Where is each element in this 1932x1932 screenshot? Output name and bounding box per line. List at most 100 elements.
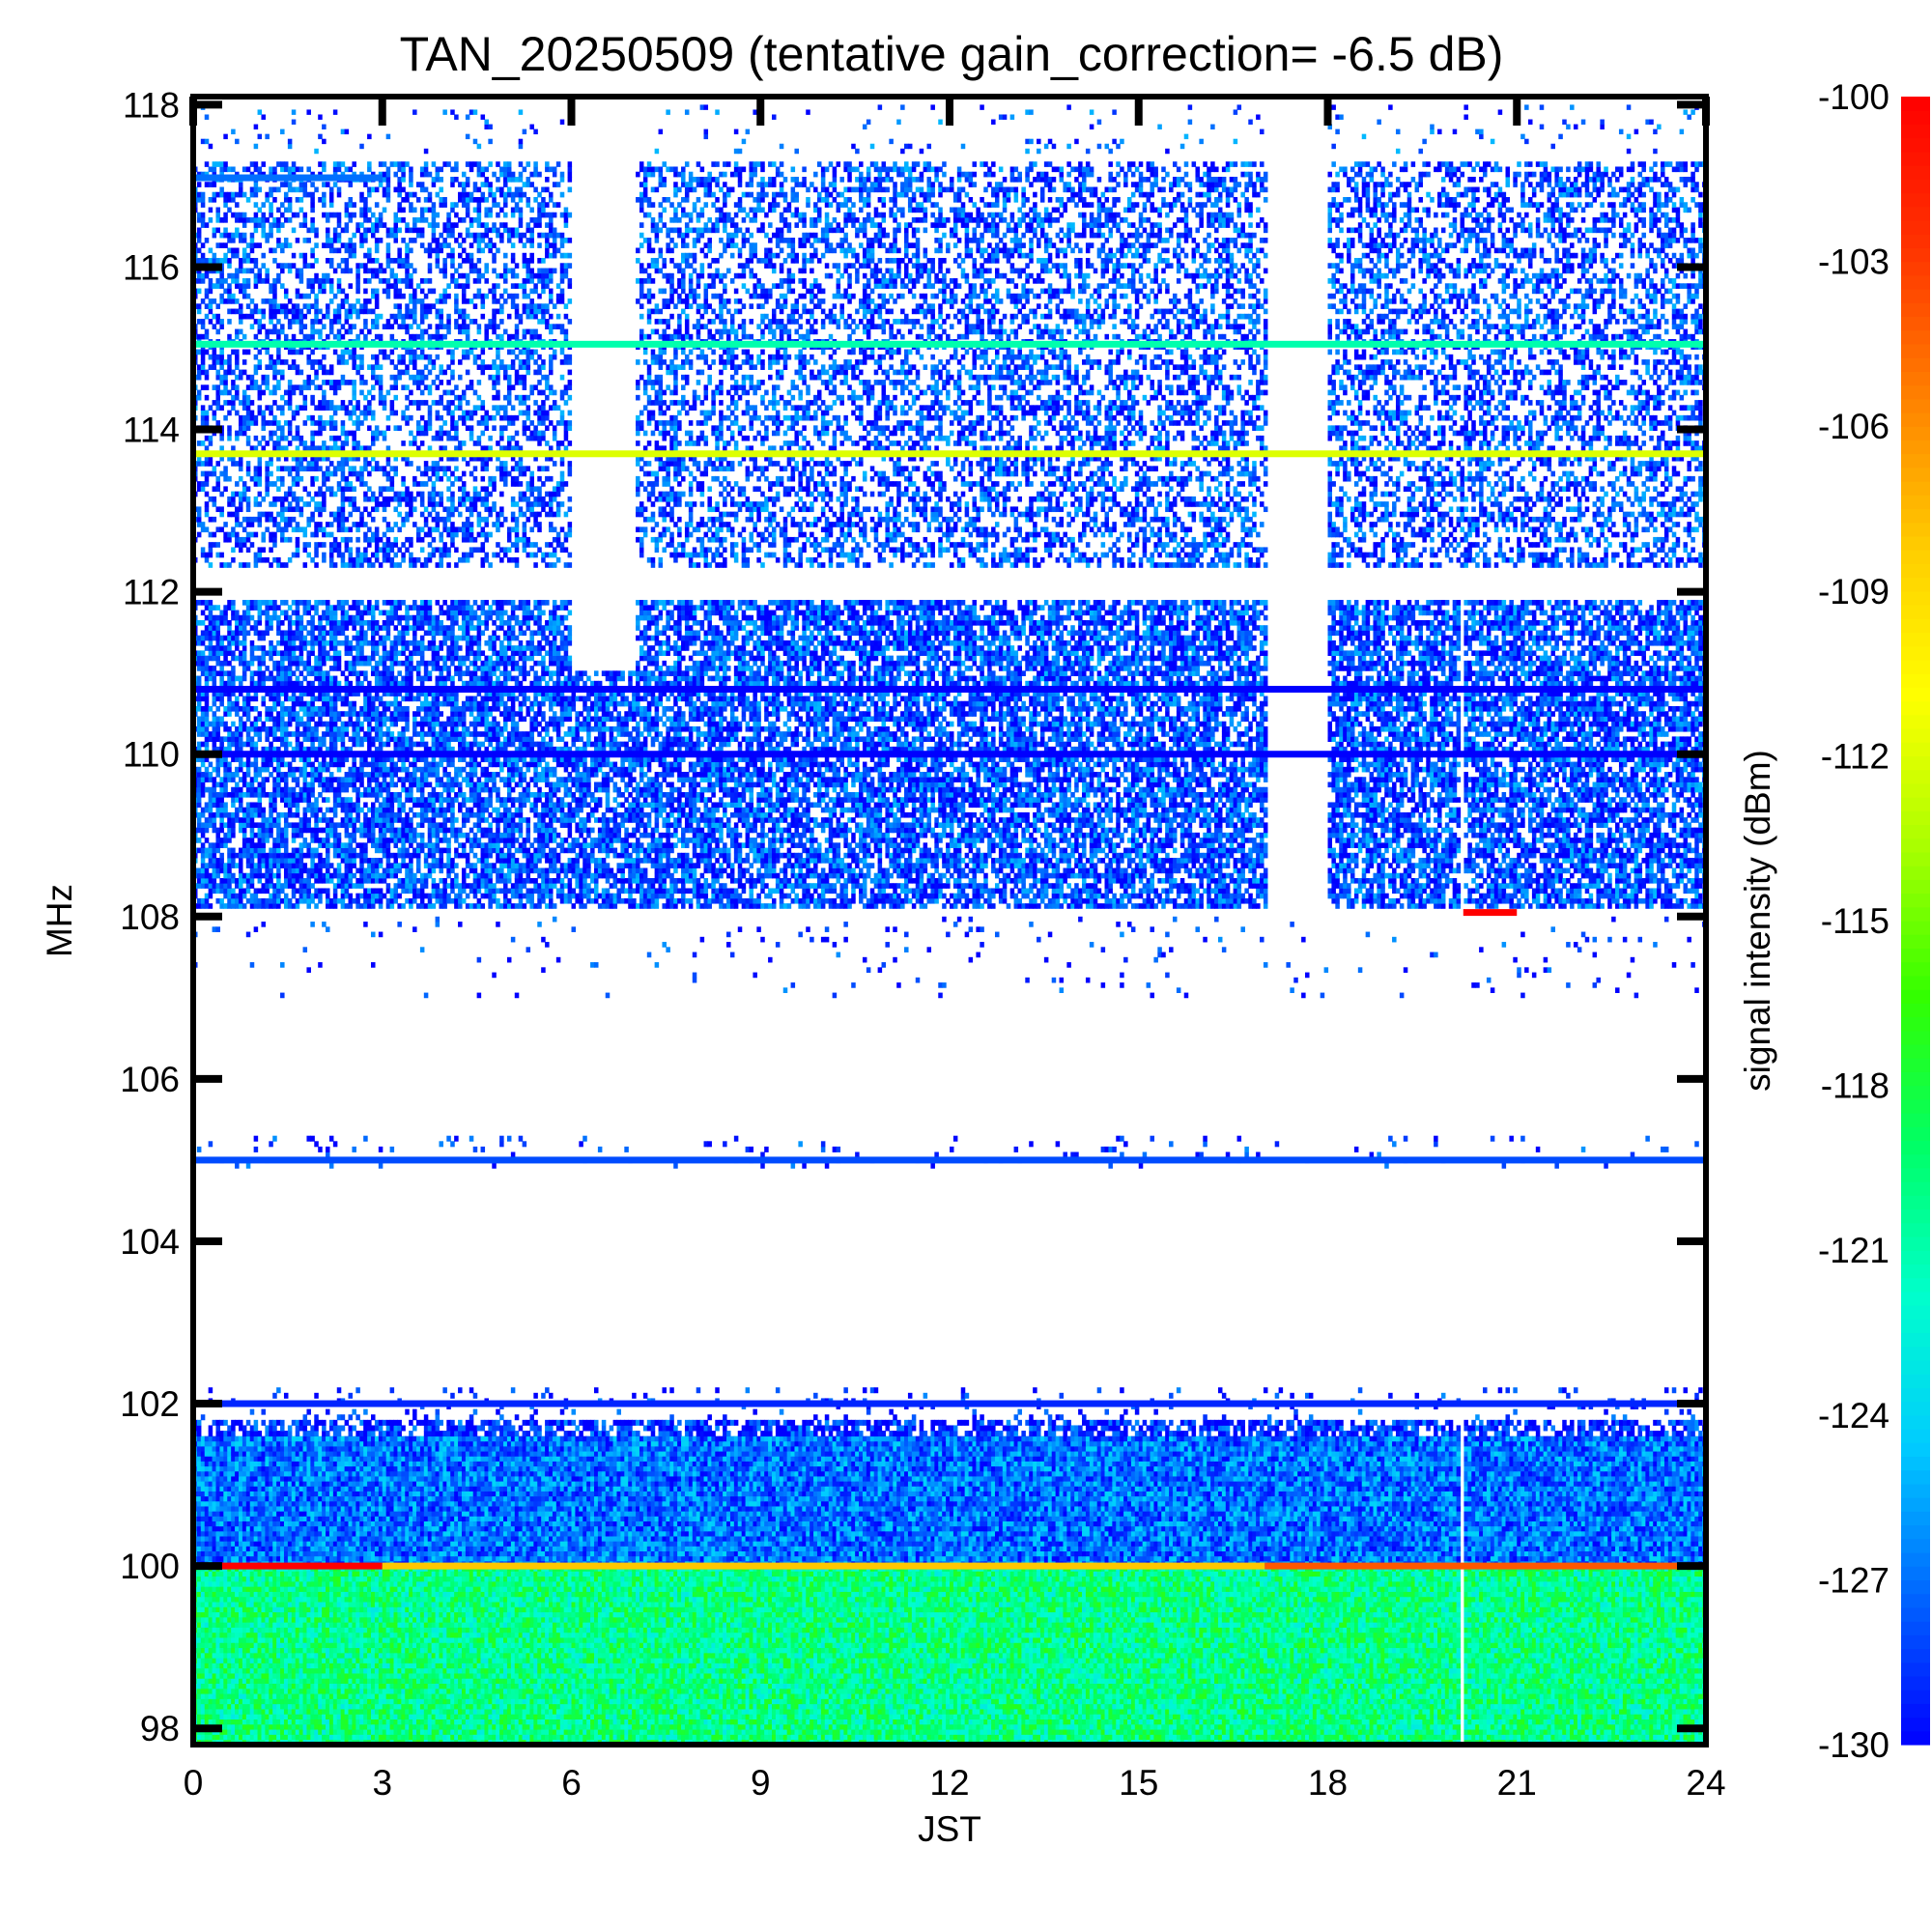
heatmap-cell bbox=[855, 1719, 860, 1725]
heatmap-cell bbox=[995, 1719, 1000, 1725]
heatmap-cell bbox=[201, 1709, 206, 1715]
heatmap-cell bbox=[537, 1734, 542, 1740]
heatmap-cell bbox=[250, 1719, 255, 1725]
heatmap-cell bbox=[1180, 1734, 1185, 1740]
heatmap-cell bbox=[397, 1729, 402, 1735]
heatmap-cell bbox=[719, 1724, 724, 1730]
heatmap-cell bbox=[1063, 1709, 1067, 1715]
heatmap-cell bbox=[711, 1709, 716, 1715]
heatmap-cell bbox=[1509, 1729, 1514, 1735]
heatmap-cell bbox=[772, 1719, 777, 1725]
heatmap-cell bbox=[893, 1724, 897, 1730]
heatmap-cell bbox=[961, 1709, 966, 1715]
heatmap-cell bbox=[254, 1734, 259, 1740]
heatmap-cell bbox=[991, 1724, 996, 1730]
heatmap-cell bbox=[1607, 1734, 1612, 1740]
heatmap-cell bbox=[893, 1734, 897, 1740]
heatmap-cell bbox=[1040, 1734, 1045, 1740]
heatmap-cell bbox=[916, 1719, 921, 1725]
heatmap-cell bbox=[802, 1719, 807, 1725]
heatmap-cell bbox=[969, 1719, 974, 1725]
heatmap-cell bbox=[957, 1734, 962, 1740]
heatmap-cell bbox=[1483, 1729, 1488, 1735]
heatmap-cell bbox=[1248, 1709, 1253, 1715]
heatmap-cell bbox=[1388, 1724, 1393, 1730]
heatmap-cell bbox=[696, 1714, 701, 1719]
heatmap-cell bbox=[957, 1714, 962, 1719]
heatmap-cell bbox=[349, 1719, 354, 1725]
heatmap-cell bbox=[401, 1719, 406, 1725]
heatmap-cell bbox=[980, 1719, 984, 1725]
heatmap-cell bbox=[636, 1724, 640, 1730]
heatmap-cell bbox=[201, 1714, 206, 1719]
heatmap-cell bbox=[700, 1734, 705, 1740]
heatmap-cell bbox=[855, 1714, 860, 1719]
heatmap-cell bbox=[1668, 1724, 1673, 1730]
heatmap-cell bbox=[303, 1709, 308, 1715]
heatmap-cell bbox=[787, 1714, 792, 1719]
heatmap-cell bbox=[726, 1714, 731, 1719]
heatmap-cell bbox=[541, 1709, 546, 1715]
heatmap-cell bbox=[261, 1734, 266, 1740]
heatmap-cell bbox=[1354, 1734, 1359, 1740]
heatmap-cell bbox=[519, 1729, 524, 1735]
heatmap-cell bbox=[363, 1714, 368, 1719]
heatmap-cell bbox=[496, 1709, 500, 1715]
heatmap-cell bbox=[1078, 1734, 1083, 1740]
heatmap-cell bbox=[1048, 1714, 1053, 1719]
heatmap-cell bbox=[496, 1724, 500, 1730]
heatmap-cell bbox=[1003, 1729, 1008, 1735]
heatmap-cell bbox=[723, 1729, 727, 1735]
heatmap-cell bbox=[511, 1724, 516, 1730]
heatmap-cell bbox=[867, 1729, 871, 1735]
heatmap-cell bbox=[1234, 1719, 1238, 1725]
heatmap-cell bbox=[1668, 1714, 1673, 1719]
heatmap-cell bbox=[1252, 1729, 1257, 1735]
heatmap-cell bbox=[1370, 1729, 1375, 1735]
heatmap-cell bbox=[1373, 1719, 1378, 1725]
heatmap-cell bbox=[742, 1714, 747, 1719]
heatmap-cell bbox=[1052, 1729, 1057, 1735]
heatmap-cell bbox=[590, 1709, 595, 1715]
heatmap-cell bbox=[1105, 1709, 1110, 1715]
heatmap-cell bbox=[1657, 1719, 1662, 1725]
heatmap-cell bbox=[375, 1734, 380, 1740]
heatmap-cell bbox=[1226, 1714, 1231, 1719]
heatmap-cell bbox=[624, 1709, 629, 1715]
heatmap-cell bbox=[602, 1729, 607, 1735]
heatmap-cell bbox=[1286, 1719, 1291, 1725]
heatmap-cell bbox=[1033, 1714, 1037, 1719]
heatmap-cell bbox=[1550, 1719, 1555, 1725]
heatmap-cell bbox=[1157, 1734, 1162, 1740]
heatmap-cell bbox=[681, 1719, 686, 1725]
heatmap-cell bbox=[367, 1709, 372, 1715]
heatmap-cell bbox=[1536, 1714, 1541, 1719]
heatmap-cell bbox=[1600, 1729, 1605, 1735]
heatmap-cell bbox=[1230, 1714, 1235, 1719]
heatmap-cell bbox=[424, 1734, 429, 1740]
heatmap-cell bbox=[296, 1724, 300, 1730]
heatmap-cell bbox=[1350, 1729, 1355, 1735]
heatmap-cell bbox=[833, 1734, 838, 1740]
heatmap-cell bbox=[851, 1724, 856, 1730]
heatmap-cell bbox=[1611, 1734, 1616, 1740]
heatmap-cell bbox=[352, 1709, 356, 1715]
heatmap-cell bbox=[564, 1714, 569, 1719]
heatmap-cell bbox=[1248, 1729, 1253, 1735]
heatmap-cell bbox=[450, 1724, 455, 1730]
heatmap-cell bbox=[643, 1734, 648, 1740]
heatmap-cell bbox=[329, 1724, 334, 1730]
heatmap-cell bbox=[1528, 1729, 1533, 1735]
heatmap-cell bbox=[598, 1719, 603, 1725]
heatmap-cell bbox=[442, 1724, 447, 1730]
heatmap-cell bbox=[783, 1729, 788, 1735]
heatmap-cell bbox=[412, 1709, 417, 1715]
heatmap-cell bbox=[280, 1714, 285, 1719]
heatmap-cell bbox=[1040, 1714, 1045, 1719]
heatmap-cell bbox=[1540, 1719, 1545, 1725]
heatmap-cell bbox=[375, 1709, 380, 1715]
heatmap-cell bbox=[1634, 1729, 1639, 1735]
heatmap-cell bbox=[1214, 1709, 1219, 1715]
heatmap-cell bbox=[439, 1719, 443, 1725]
heatmap-cell bbox=[1147, 1719, 1151, 1725]
